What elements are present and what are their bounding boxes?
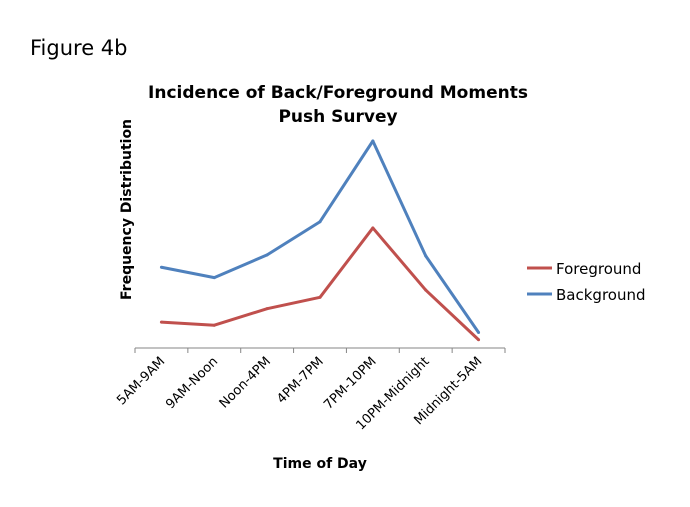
- data-point-background: [318, 220, 322, 224]
- series-line-background: [161, 139, 480, 334]
- data-point-background: [477, 330, 481, 334]
- legend: Foreground Background: [527, 260, 646, 304]
- chart-subtitle: Push Survey: [278, 107, 397, 127]
- figure-label: Figure 4b: [30, 36, 128, 60]
- data-point-foreground: [424, 288, 428, 292]
- data-point-background: [212, 276, 216, 280]
- x-tick-label: Noon-4PM: [217, 354, 274, 411]
- x-tick-label: 4PM-7PM: [274, 354, 327, 407]
- data-point-background: [159, 265, 163, 269]
- x-tick-label: 5AM-9AM: [114, 354, 168, 408]
- x-axis-title: Time of Day: [273, 456, 367, 472]
- legend-label-foreground: Foreground: [556, 260, 641, 278]
- legend-label-background: Background: [556, 286, 646, 304]
- data-point-foreground: [477, 338, 481, 342]
- data-point-background: [371, 139, 375, 143]
- data-point-foreground: [371, 226, 375, 230]
- data-point-foreground: [318, 295, 322, 299]
- y-axis-title: Frequency Distribution: [119, 119, 135, 300]
- data-point-background: [424, 254, 428, 258]
- x-tick-label: 9AM-Noon: [163, 354, 221, 412]
- series-line-foreground: [161, 226, 480, 341]
- data-point-foreground: [212, 323, 216, 327]
- chart-title: Incidence of Back/Foreground Moments: [148, 83, 528, 103]
- data-point-background: [265, 253, 269, 257]
- data-point-foreground: [159, 320, 163, 324]
- data-point-foreground: [265, 307, 269, 311]
